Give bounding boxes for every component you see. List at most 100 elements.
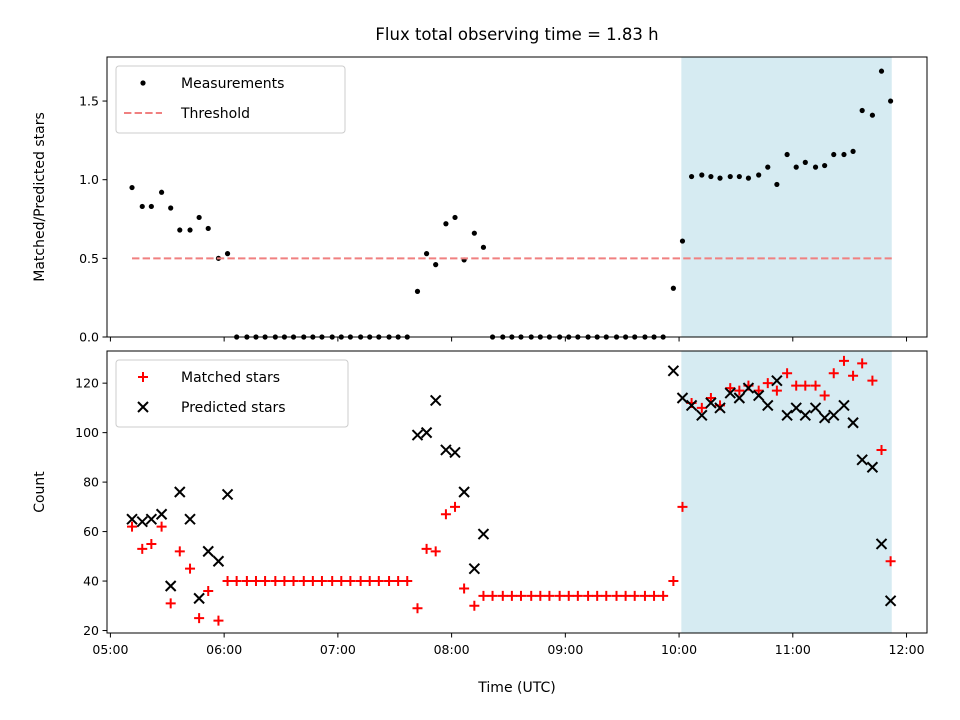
data-point (859, 107, 865, 114)
data-point (414, 288, 421, 294)
series-dot (129, 68, 894, 340)
data-point (857, 358, 868, 369)
data-point (430, 546, 441, 557)
data-point (260, 576, 271, 587)
data-point (450, 501, 461, 512)
data-point (421, 543, 432, 554)
data-point (487, 590, 498, 601)
series-plus (127, 355, 896, 626)
data-point (790, 402, 802, 414)
legend: Matched stars Predicted stars (115, 359, 349, 428)
data-point (611, 590, 622, 601)
data-point (279, 576, 290, 587)
y-tick-label: 60 (83, 524, 99, 539)
data-point (327, 576, 338, 587)
data-point (469, 600, 480, 611)
data-point (126, 513, 138, 525)
data-point (139, 203, 145, 210)
data-point (850, 148, 856, 154)
data-point (440, 509, 451, 520)
data-point (753, 385, 764, 396)
data-point (373, 576, 384, 587)
data-point (667, 365, 680, 377)
data-point (867, 375, 878, 386)
data-point (478, 590, 489, 601)
data-point (756, 172, 762, 178)
data-point (336, 576, 347, 587)
data-point (316, 576, 327, 587)
data-point (658, 590, 669, 601)
legend-box (115, 65, 346, 134)
x-tick-label: 07:00 (320, 642, 356, 657)
bottom-panel: 20 40 60 80 100 120 05:00 06:00 07:00 08:00 09:00 1… (32, 350, 928, 657)
data-point (818, 412, 831, 424)
data-point (174, 546, 185, 557)
data-point (888, 98, 894, 104)
data-point (506, 590, 517, 601)
data-point (412, 603, 423, 614)
y-tick-label: 0.5 (79, 251, 99, 266)
data-point (471, 230, 477, 236)
data-point (724, 387, 736, 399)
data-point (458, 486, 470, 498)
data-point (771, 374, 783, 387)
data-point (307, 576, 318, 587)
data-point (812, 164, 819, 170)
data-point (203, 585, 214, 596)
y-axis-label: Count (32, 471, 48, 513)
x-tick-label: 06:00 (206, 642, 242, 657)
data-point (148, 203, 154, 210)
data-point (734, 385, 745, 396)
data-point (402, 576, 413, 587)
data-point (224, 251, 231, 257)
data-point (168, 205, 174, 211)
top-panel: 0.0 0.5 1.0 1.5 Matched/Predicted stars Measu… (32, 56, 928, 345)
x-tick-label: 11:00 (775, 642, 811, 657)
legend-box (115, 359, 349, 428)
data-point (736, 173, 742, 180)
data-point (459, 583, 470, 594)
data-point (875, 538, 888, 550)
data-point (156, 521, 167, 532)
data-point (869, 112, 876, 118)
data-point (705, 393, 716, 403)
data-point (819, 390, 830, 401)
data-point (781, 409, 793, 422)
data-point (774, 181, 780, 188)
data-point (822, 162, 828, 169)
x-tick-label: 10:00 (661, 642, 697, 657)
data-point (784, 151, 790, 158)
data-point (668, 576, 679, 587)
data-point (601, 590, 612, 601)
y-tick-label: 40 (83, 574, 99, 589)
data-point (838, 355, 849, 366)
data-point (876, 444, 887, 455)
legend-marker (138, 372, 148, 382)
legend-label: Matched stars (181, 370, 280, 386)
data-point (241, 576, 252, 587)
legend-label: Threshold (180, 106, 250, 122)
data-point (679, 238, 686, 244)
data-point (791, 380, 802, 391)
y-axis-label: Matched/Predicted stars (32, 112, 48, 282)
data-point (629, 590, 640, 601)
data-point (793, 164, 799, 170)
data-point (696, 409, 708, 422)
x-axis-label: Time (UTC) (477, 680, 555, 696)
legend-label: Predicted stars (181, 400, 286, 416)
data-point (212, 555, 225, 567)
data-point (670, 285, 676, 291)
data-point (799, 409, 812, 422)
data-point (193, 592, 205, 605)
data-point (639, 590, 650, 601)
data-point (563, 590, 574, 601)
legend-marker (140, 80, 146, 86)
data-point (708, 173, 714, 180)
data-point (288, 576, 299, 587)
data-point (572, 590, 583, 601)
data-point (733, 392, 746, 404)
data-point (554, 590, 565, 601)
data-point (885, 556, 896, 567)
data-point (699, 172, 705, 178)
data-point (231, 576, 242, 587)
